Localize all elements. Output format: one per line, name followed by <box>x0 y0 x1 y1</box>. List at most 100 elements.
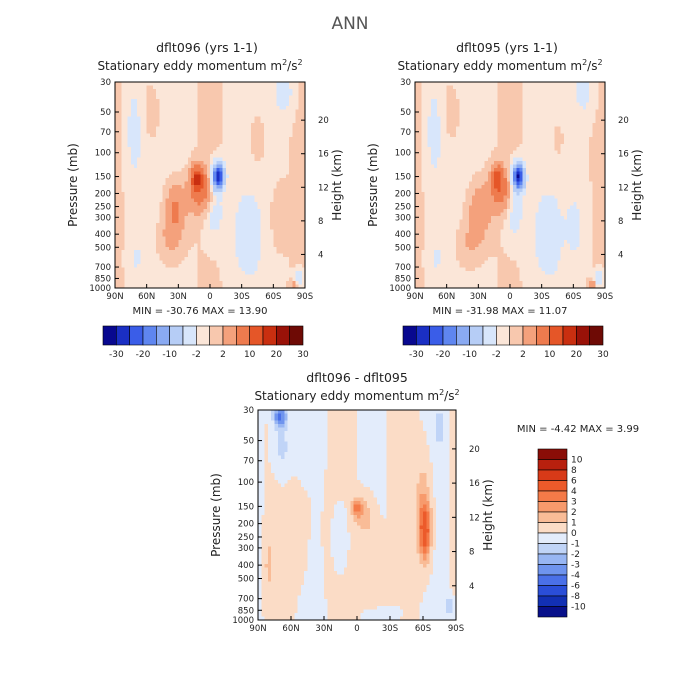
field-cell <box>165 82 170 87</box>
field-cell <box>191 102 195 107</box>
field-cell <box>187 147 192 152</box>
field-cell <box>146 215 151 220</box>
field-cell <box>149 226 154 231</box>
field-cell <box>162 171 167 176</box>
field-cell <box>418 167 422 172</box>
field-cell <box>206 253 211 258</box>
field-cell <box>225 274 230 279</box>
field-cell <box>244 154 249 159</box>
field-cell <box>235 130 240 135</box>
field-cell <box>146 191 151 196</box>
field-cell <box>254 140 259 145</box>
field-cell <box>168 250 173 255</box>
field-cell <box>178 109 183 114</box>
field-cell <box>175 102 179 107</box>
field-cell <box>184 95 189 100</box>
field-cell <box>260 233 265 238</box>
field-cell <box>267 198 271 203</box>
field-cell <box>273 233 278 238</box>
field-cell <box>194 99 198 104</box>
field-cell <box>267 195 271 200</box>
field-cell <box>121 116 126 121</box>
field-cell <box>206 167 211 172</box>
field-cell <box>298 167 303 172</box>
field-cell <box>137 82 141 87</box>
field-cell <box>140 284 145 289</box>
field-cell <box>178 157 183 162</box>
field-cell <box>225 147 230 152</box>
field-cell <box>118 219 122 224</box>
field-cell <box>206 233 211 238</box>
field-cell <box>257 140 262 145</box>
field-cell <box>118 95 122 100</box>
field-cell <box>225 202 230 207</box>
field-cell <box>282 263 287 268</box>
field-cell <box>130 116 135 121</box>
field-cell <box>219 133 224 138</box>
field-cell <box>298 136 303 141</box>
field-cell <box>191 270 195 275</box>
field-cell <box>270 195 274 200</box>
field-cell <box>124 133 129 138</box>
field-cell <box>219 209 224 214</box>
field-cell <box>143 123 148 128</box>
field-cell <box>292 239 297 244</box>
field-cell <box>184 202 189 207</box>
field-cell <box>168 209 173 214</box>
field-cell <box>279 226 284 231</box>
field-cell <box>232 277 236 282</box>
field-cell <box>175 257 179 262</box>
field-cell <box>203 123 208 128</box>
field-cell <box>130 167 135 172</box>
field-cell <box>270 112 274 117</box>
field-cell <box>149 239 154 244</box>
field-cell <box>241 171 246 176</box>
field-cell <box>191 233 195 238</box>
field-cell <box>159 178 164 183</box>
field-cell <box>118 195 122 200</box>
field-cell <box>260 130 265 135</box>
field-cell <box>159 281 164 286</box>
field-cell <box>282 202 287 207</box>
field-cell <box>127 226 132 231</box>
field-cell <box>257 150 262 155</box>
field-cell <box>235 136 240 141</box>
field-cell <box>238 212 243 217</box>
field-cell <box>203 219 208 224</box>
field-cell <box>137 277 141 282</box>
field-cell <box>156 147 160 152</box>
field-cell <box>146 205 151 210</box>
field-cell <box>121 229 126 234</box>
field-cell <box>153 92 157 97</box>
field-cell <box>276 198 281 203</box>
field-cell <box>153 85 157 90</box>
field-cell <box>200 164 205 169</box>
field-cell <box>279 164 284 169</box>
field-cell <box>257 136 262 141</box>
field-cell <box>181 188 186 193</box>
field-cell <box>225 140 230 145</box>
field-cell <box>282 116 287 121</box>
field-cell <box>241 198 246 203</box>
field-cell <box>248 215 252 220</box>
y-axis-label-right: Height (km) <box>330 149 344 220</box>
field-cell <box>184 167 189 172</box>
field-cell <box>206 119 211 124</box>
field-cell <box>263 185 268 190</box>
field-cell <box>279 274 284 279</box>
field-cell <box>203 133 208 138</box>
field-cell <box>251 215 255 220</box>
field-cell <box>251 157 255 162</box>
field-cell <box>301 284 306 289</box>
field-cell <box>292 116 297 121</box>
field-cell <box>257 154 262 159</box>
field-cell <box>140 212 145 217</box>
field-cell <box>295 99 300 104</box>
field-cell <box>244 243 249 248</box>
field-cell <box>424 133 429 138</box>
field-cell <box>216 233 221 238</box>
field-cell <box>213 126 217 131</box>
field-cell <box>115 222 119 227</box>
field-cell <box>200 116 205 121</box>
field-cell <box>295 95 300 100</box>
